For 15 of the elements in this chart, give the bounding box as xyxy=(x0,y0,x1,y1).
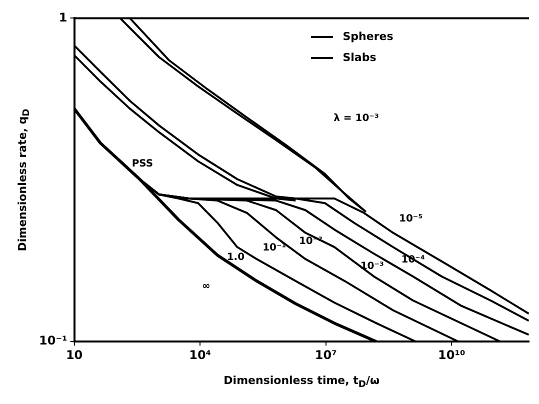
annotation: 1.0 xyxy=(226,252,245,264)
x-axis-title: Dimensionless time, t$_{D}$/ω xyxy=(222,374,381,390)
y-tick-label: 1 xyxy=(58,10,68,24)
legend-label: Slabs xyxy=(342,51,376,64)
annotation: PSS xyxy=(132,158,154,170)
annotation: 10⁻¹ xyxy=(262,242,286,254)
x-tick-label: 10 xyxy=(66,348,83,362)
annotation: ∞ xyxy=(202,281,210,292)
annotation: 10⁻³ xyxy=(360,261,384,272)
x-tick-label: 10⁷ xyxy=(314,348,337,362)
x-tick-label: 10¹⁰ xyxy=(438,348,466,362)
x-tick-label: 10⁴ xyxy=(189,348,212,362)
legend-label: Spheres xyxy=(342,30,394,44)
annotation: 10⁻⁵ xyxy=(398,213,423,224)
annotation: λ = 10⁻³ xyxy=(334,113,379,124)
